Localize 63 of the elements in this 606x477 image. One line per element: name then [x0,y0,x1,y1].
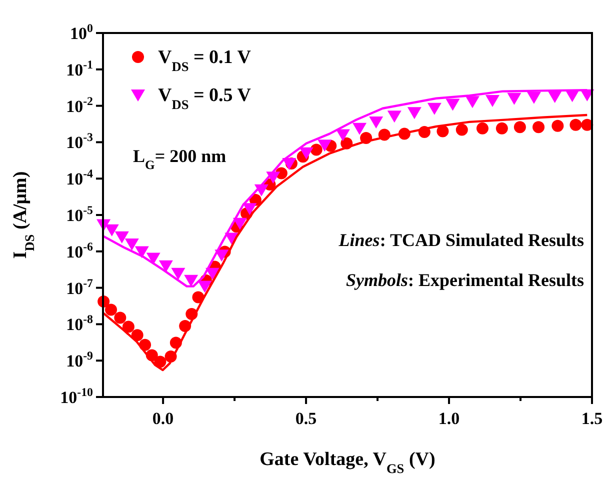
point [131,329,144,342]
point [232,218,247,230]
point [507,92,522,105]
point [436,125,449,138]
point [532,121,545,134]
point [104,224,119,236]
x-tick-label: 1.5 [581,409,603,428]
point [336,129,350,142]
y-tick-label: 10$^{-6}$ [66,239,94,262]
y-tick-label: 10$^{-3}$ [66,130,94,152]
annotation: Lines: TCAD Simulated Results [338,230,584,250]
legend-label: V$_{DS}$ = 0.5 V [158,85,252,112]
point [548,91,562,104]
point [570,118,582,131]
y-tick-label: 10$^{-10}$ [60,385,94,407]
point [282,158,296,170]
point [154,356,166,368]
point [465,96,480,108]
point [476,122,488,134]
point [114,231,129,244]
point [552,120,564,132]
point [446,98,460,111]
line-series [102,114,588,372]
y-tick-label: 10$^{0}$ [70,21,94,43]
y-tick-label: 10$^{-7}$ [66,276,94,298]
point [198,280,212,293]
y-tick-label: 10$^{-4}$ [66,166,94,189]
point [105,304,118,316]
point [114,312,126,324]
point [146,252,160,265]
point [124,238,139,250]
annotation: Symbols: Experimental Results [346,270,584,290]
point [158,260,173,272]
y-tick-label: 10$^{-2}$ [66,94,94,116]
point [369,116,384,128]
point [352,122,367,135]
x-axis-title: Gate Voltage, V$_{GS}$ (V) [260,449,436,476]
point [242,203,257,216]
point [134,246,149,258]
point [310,144,322,156]
point [184,274,198,287]
point [318,140,332,152]
y-tick-label: 10$^{-1}$ [66,57,94,80]
annotation: L$_{G}$= 200 nm [133,146,226,172]
x-tick-label: 1.0 [438,409,460,428]
point [171,268,186,280]
point [299,147,314,160]
point [485,94,500,107]
y-tick-label: 10$^{-9}$ [66,348,94,371]
point [514,121,526,134]
point [387,110,402,123]
point [526,92,541,104]
legend-label: V$_{DS}$ = 0.1 V [158,47,252,74]
y-tick-label: 10$^{-5}$ [66,203,94,225]
point [407,107,422,120]
x-tick-label: 0.5 [295,409,317,428]
point [496,122,508,134]
point [122,320,134,333]
point [214,250,229,262]
y-tick-label: 10$^{-8}$ [66,312,94,334]
point [456,124,468,136]
x-tick-label: 0.0 [152,409,174,428]
point [427,102,442,115]
